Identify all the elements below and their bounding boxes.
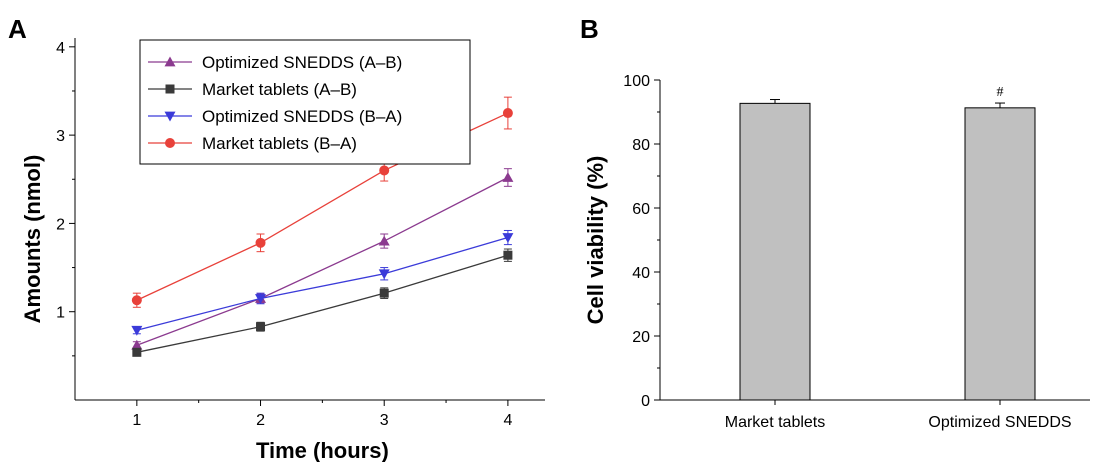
panel-a-label: A — [8, 14, 27, 44]
data-point — [378, 269, 390, 280]
series-line — [136, 176, 509, 346]
legend-marker — [165, 138, 175, 148]
y-tick-label: 20 — [632, 329, 650, 346]
panel-b-label: B — [580, 14, 599, 44]
data-point — [503, 250, 513, 260]
legend-label: Market tablets (A–B) — [202, 80, 357, 99]
bar-market-tablets — [739, 102, 811, 401]
data-point — [131, 325, 143, 336]
legend-label: Optimized SNEDDS (B–A) — [202, 107, 402, 126]
bar-chart-panel-b: 0 20 40 60 80 100 Cell viability (%) Market tab… — [583, 73, 1090, 431]
x-tick-label: 3 — [380, 412, 389, 429]
legend-label: Optimized SNEDDS (A–B) — [202, 53, 402, 72]
data-point — [132, 347, 142, 357]
legend-marker — [164, 56, 176, 67]
category-label: Market tablets — [725, 414, 825, 431]
legend-label: Market tablets (B–A) — [202, 134, 357, 153]
legend-marker — [165, 84, 175, 94]
y-tick-label: 0 — [641, 393, 650, 410]
legend-box — [139, 39, 471, 165]
series-line — [136, 254, 509, 353]
series-optimized-snedds-a-b — [131, 168, 514, 350]
data-point — [502, 233, 514, 244]
line-chart-panel-a: 1 2 3 4 1 2 3 4 Time (hours) Amounts (nmol) Optimi… — [20, 38, 545, 462]
x-tick-label: 2 — [256, 412, 265, 429]
y-tick-label: 80 — [632, 137, 650, 154]
data-point — [256, 322, 266, 332]
y-tick-label: 60 — [632, 201, 650, 218]
data-point — [378, 235, 390, 246]
data-point — [502, 172, 514, 182]
x-tick-label: 1 — [132, 412, 141, 429]
bar-optimized-snedds — [964, 107, 1036, 401]
legend-marker — [164, 111, 176, 122]
x-tick-label: 4 — [503, 412, 512, 429]
series-market-tablets-a-b — [132, 248, 513, 357]
y-tick-label: 40 — [632, 265, 650, 282]
y-axis-title: Cell viability (%) — [583, 156, 608, 325]
y-tick-label: 3 — [56, 128, 65, 145]
category-label: Optimized SNEDDS — [928, 414, 1071, 431]
y-axis-title: Amounts (nmol) — [20, 155, 45, 324]
y-tick-label: 100 — [623, 73, 650, 90]
series-line — [136, 236, 509, 331]
y-tick-label: 1 — [56, 305, 65, 322]
y-tick-label: 2 — [56, 216, 65, 233]
data-point — [502, 108, 513, 119]
x-axis-title: Time (hours) — [256, 438, 389, 462]
data-point — [379, 165, 390, 176]
significance-annotation: # — [997, 85, 1004, 100]
y-tick-label: 4 — [56, 40, 65, 57]
data-point — [255, 294, 267, 304]
data-point — [255, 237, 266, 248]
legend: Optimized SNEDDS (A–B) Market tablets (A–… — [139, 39, 471, 165]
series-optimized-snedds-b-a — [131, 229, 514, 336]
data-point — [379, 288, 389, 298]
data-point — [131, 295, 142, 306]
data-point — [131, 339, 143, 350]
